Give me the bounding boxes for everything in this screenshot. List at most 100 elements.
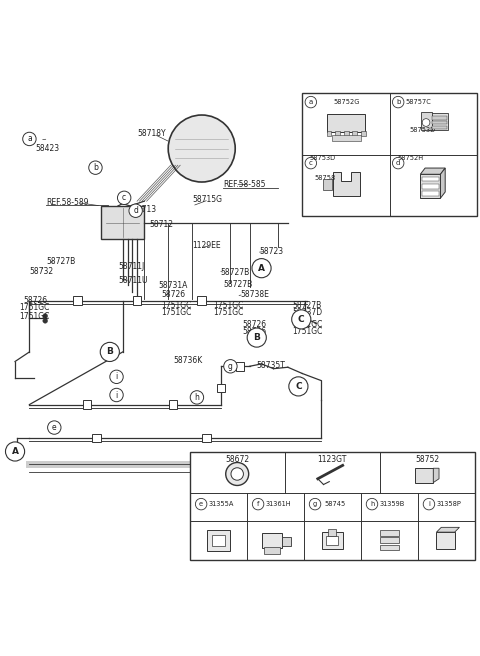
- Bar: [302, 94, 477, 216]
- Bar: [327, 114, 365, 132]
- Bar: [335, 131, 340, 136]
- Text: B: B: [107, 348, 113, 356]
- Polygon shape: [433, 468, 439, 483]
- Circle shape: [305, 96, 317, 108]
- Circle shape: [195, 499, 207, 510]
- Bar: [92, 434, 101, 442]
- Text: 58727B: 58727B: [223, 280, 252, 289]
- Bar: [323, 179, 332, 190]
- Text: 31359B: 31359B: [380, 501, 405, 507]
- Bar: [326, 536, 338, 544]
- Circle shape: [48, 421, 61, 434]
- Text: A: A: [258, 264, 265, 273]
- Text: 58757C: 58757C: [405, 99, 431, 105]
- Text: 1751GC: 1751GC: [214, 300, 244, 310]
- Text: 1751GC: 1751GC: [19, 303, 49, 312]
- Circle shape: [247, 328, 266, 347]
- Text: d: d: [133, 206, 138, 215]
- Text: a: a: [309, 99, 313, 105]
- Polygon shape: [333, 172, 360, 195]
- Circle shape: [110, 370, 123, 384]
- Bar: [197, 297, 206, 305]
- Text: e: e: [52, 423, 57, 432]
- Circle shape: [89, 161, 102, 174]
- Bar: [421, 112, 432, 130]
- Text: g: g: [228, 362, 233, 371]
- Text: 58727B: 58727B: [46, 257, 75, 266]
- Bar: [422, 184, 439, 189]
- Text: g: g: [313, 501, 317, 507]
- Circle shape: [366, 499, 378, 510]
- Text: f: f: [257, 501, 259, 507]
- Circle shape: [129, 204, 143, 217]
- Text: 58726: 58726: [24, 296, 48, 305]
- Text: 58752G: 58752G: [333, 99, 360, 105]
- Text: 58732: 58732: [29, 267, 54, 276]
- Bar: [380, 544, 399, 550]
- Circle shape: [110, 388, 123, 401]
- Text: 58752: 58752: [415, 455, 439, 464]
- Bar: [216, 384, 225, 392]
- Bar: [422, 191, 439, 195]
- Text: 58423: 58423: [35, 144, 59, 153]
- Text: i: i: [115, 373, 118, 381]
- Text: REF.58-585: REF.58-585: [223, 180, 266, 189]
- Bar: [168, 400, 177, 409]
- Text: 58758: 58758: [314, 175, 336, 181]
- Text: c: c: [122, 194, 126, 202]
- Text: 58715G: 58715G: [192, 195, 222, 204]
- Circle shape: [393, 157, 404, 169]
- Text: a: a: [27, 134, 32, 144]
- Bar: [344, 131, 348, 136]
- Bar: [431, 113, 447, 130]
- Circle shape: [5, 442, 24, 461]
- Text: 1751GC: 1751GC: [161, 300, 192, 310]
- Text: i: i: [428, 501, 430, 507]
- Circle shape: [289, 377, 308, 396]
- Bar: [190, 453, 475, 560]
- Bar: [380, 530, 399, 536]
- Text: 58672: 58672: [225, 455, 249, 464]
- Text: 1751GC: 1751GC: [293, 319, 323, 329]
- Circle shape: [23, 133, 36, 146]
- Text: 58726: 58726: [242, 319, 266, 329]
- Text: 58738E: 58738E: [240, 290, 269, 299]
- Text: c: c: [309, 160, 313, 166]
- Bar: [328, 529, 336, 536]
- Circle shape: [231, 468, 243, 480]
- Text: 58726: 58726: [242, 327, 266, 337]
- Bar: [432, 121, 447, 125]
- Circle shape: [423, 499, 435, 510]
- Text: h: h: [370, 501, 374, 507]
- Circle shape: [393, 96, 404, 108]
- Text: 58711J: 58711J: [118, 262, 144, 271]
- Text: 31355A: 31355A: [209, 501, 234, 507]
- Bar: [380, 537, 399, 543]
- Text: 1751GC: 1751GC: [214, 308, 244, 318]
- Circle shape: [168, 115, 235, 182]
- Text: 31361H: 31361H: [266, 501, 291, 507]
- Text: 58745: 58745: [325, 501, 346, 507]
- Circle shape: [190, 391, 204, 404]
- Text: 58735T: 58735T: [257, 361, 286, 370]
- Bar: [332, 135, 360, 140]
- Bar: [202, 434, 211, 442]
- Text: C: C: [298, 315, 305, 324]
- Text: 58713: 58713: [132, 205, 156, 214]
- Circle shape: [305, 157, 317, 169]
- Text: A: A: [12, 447, 19, 456]
- Circle shape: [226, 462, 249, 485]
- Circle shape: [100, 342, 120, 361]
- Circle shape: [292, 310, 311, 329]
- Bar: [420, 174, 441, 198]
- Text: 58718Y: 58718Y: [137, 129, 166, 138]
- Bar: [101, 206, 144, 239]
- Circle shape: [422, 119, 430, 127]
- Text: e: e: [199, 501, 203, 507]
- Text: 1751GC: 1751GC: [19, 312, 49, 321]
- Polygon shape: [436, 527, 459, 532]
- Circle shape: [43, 314, 48, 318]
- Text: 58726: 58726: [161, 290, 185, 299]
- Text: d: d: [396, 160, 400, 166]
- Polygon shape: [441, 168, 445, 198]
